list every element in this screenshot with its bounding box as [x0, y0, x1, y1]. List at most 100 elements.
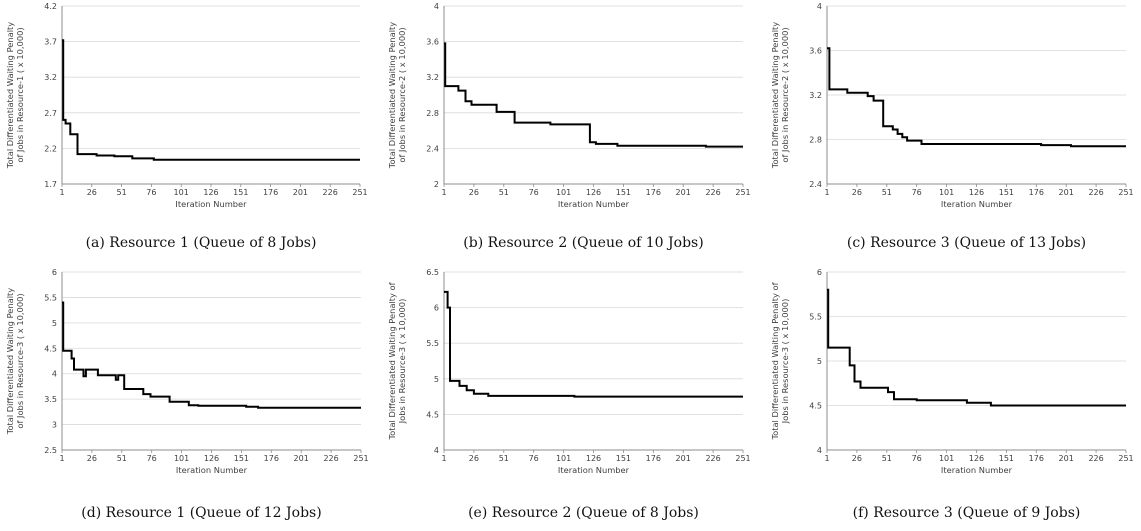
panel-caption: (c) Resource 3 (Queue of 13 Jobs): [847, 235, 1086, 251]
x-axis-label: Iteration Number: [558, 465, 630, 475]
chart-panel-c: 2.42.83.23.641 26 51 76 101 126 151 176 201 226 25…: [770, 2, 1134, 251]
series-line: [444, 290, 743, 398]
y-tick-label: 6: [52, 268, 57, 277]
chart-panel-e: 44.555.566.51 26 51 76 101 126 151 176 201 226 251…: [387, 268, 751, 521]
panel-caption: (b) Resource 2 (Queue of 10 Jobs): [463, 235, 703, 251]
y-tick-label: 3.5: [44, 395, 57, 404]
y-tick-label: 1.7: [44, 180, 57, 189]
x-tick-label: 76: [529, 188, 539, 197]
x-tick-label: 51: [117, 454, 127, 463]
y-tick-label: 2.8: [809, 136, 822, 145]
x-tick-label: 176: [646, 454, 661, 463]
x-tick-label: 251: [353, 454, 368, 463]
y-tick-label: 5: [52, 319, 57, 328]
y-axis-label: Total Differentiated Waiting Penalty ofJ…: [387, 281, 407, 440]
x-tick-label: 26: [469, 454, 479, 463]
x-tick-label: 226: [1088, 454, 1103, 463]
x-tick-label: 251: [735, 188, 750, 197]
x-tick-label: 176: [1029, 454, 1044, 463]
chart-panel-b: 22.42.83.23.641 26 51 76 101 126 151 176 201 226 2…: [387, 2, 751, 251]
y-tick-label: 4: [434, 446, 439, 455]
x-tick-label: 126: [969, 454, 984, 463]
y-tick-label: 5.5: [809, 313, 822, 322]
x-axis-label: Iteration Number: [175, 199, 247, 209]
y-axis-label-line: Total Differentiated Waiting Penalty of: [770, 281, 780, 440]
x-tick-label: 76: [147, 454, 157, 463]
y-tick-label: 4: [52, 370, 57, 379]
x-tick-label: 126: [204, 454, 219, 463]
x-tick-label: 251: [1118, 188, 1133, 197]
x-tick-label: 176: [264, 454, 279, 463]
x-tick-label: 226: [705, 188, 720, 197]
y-axis-label-line: of Jobs in Resource-3 ( x 10,000): [15, 293, 25, 428]
y-axis-label-line: Total Differentiated Waiting Penalty of: [387, 281, 397, 440]
y-tick-label: 5.5: [44, 293, 57, 302]
y-tick-label: 2.4: [809, 180, 822, 189]
x-tick-label: 176: [1029, 188, 1044, 197]
y-tick-label: 3: [52, 421, 57, 430]
y-axis-label: Total Differentiated Waiting Penaltyof J…: [770, 22, 790, 170]
x-tick-label: 51: [882, 454, 892, 463]
y-tick-label: 4.2: [44, 2, 57, 11]
y-axis-label-line: Total Differentiated Waiting Penalty: [5, 288, 15, 436]
x-tick-label: 201: [293, 188, 308, 197]
x-tick-label: 76: [912, 188, 922, 197]
y-tick-label: 3.7: [44, 38, 57, 47]
y-tick-label: 6: [817, 268, 822, 277]
y-tick-label: 5: [817, 357, 822, 366]
x-tick-label: 76: [529, 454, 539, 463]
y-axis-label: Total Differentiated Waiting Penaltyof J…: [5, 288, 25, 436]
y-tick-label: 6.5: [426, 268, 439, 277]
y-tick-label: 4: [817, 446, 822, 455]
x-tick-label: 226: [323, 454, 338, 463]
y-tick-label: 4.5: [44, 344, 57, 353]
series-line: [62, 39, 360, 161]
x-tick-label: 51: [499, 454, 509, 463]
y-tick-label: 4.5: [809, 402, 822, 411]
panel-caption: (a) Resource 1 (Queue of 8 Jobs): [86, 235, 317, 251]
x-tick-label: 126: [586, 188, 601, 197]
x-tick-label: 251: [735, 454, 750, 463]
y-tick-label: 4: [817, 2, 822, 11]
x-tick-label: 101: [939, 188, 954, 197]
x-tick-label: 226: [705, 454, 720, 463]
x-tick-label: 101: [939, 454, 954, 463]
y-tick-label: 2.7: [44, 109, 57, 118]
x-tick-label: 201: [676, 454, 691, 463]
x-tick-label: 201: [1059, 188, 1074, 197]
y-axis-label: Total Differentiated Waiting Penaltyof J…: [5, 22, 25, 170]
x-tick-label: 1: [441, 454, 446, 463]
x-axis-label: Iteration Number: [558, 199, 630, 209]
x-tick-label: 151: [233, 188, 248, 197]
y-tick-label: 3.2: [426, 73, 439, 82]
x-tick-label: 1: [59, 454, 64, 463]
x-tick-label: 126: [203, 188, 218, 197]
y-tick-label: 4: [434, 2, 439, 11]
x-tick-label: 251: [352, 188, 367, 197]
y-tick-label: 3.6: [426, 38, 439, 47]
y-axis-label: Total Differentiated Waiting Penalty ofJ…: [770, 281, 790, 440]
y-axis-label-line: of Jobs in Resource-1 ( x 10,000): [15, 27, 25, 162]
y-tick-label: 6: [434, 304, 439, 313]
y-axis-label-line: Total Differentiated Waiting Penalty: [770, 22, 780, 170]
x-axis-label: Iteration Number: [941, 465, 1013, 475]
x-tick-label: 101: [174, 454, 189, 463]
x-tick-label: 51: [499, 188, 509, 197]
y-axis-label-line: of Jobs in Resource-2 ( x 10,000): [780, 27, 790, 162]
x-tick-label: 201: [676, 188, 691, 197]
y-axis-label: Total Differentiated Waiting Penaltyof J…: [387, 22, 407, 170]
y-tick-label: 3.6: [809, 47, 822, 56]
panel-caption: (e) Resource 2 (Queue of 8 Jobs): [468, 505, 699, 521]
x-tick-label: 151: [616, 188, 631, 197]
y-axis-label-line: Jobs in Resource-3 ( x 10,000): [780, 299, 790, 425]
series-line: [827, 288, 1126, 407]
x-tick-label: 26: [852, 188, 862, 197]
x-tick-label: 1: [441, 188, 446, 197]
x-tick-label: 1: [824, 454, 829, 463]
x-tick-label: 151: [616, 454, 631, 463]
x-tick-label: 1: [824, 188, 829, 197]
panel-caption: (f) Resource 3 (Queue of 9 Jobs): [853, 505, 1081, 521]
x-tick-label: 51: [117, 188, 127, 197]
y-tick-label: 2: [434, 180, 439, 189]
